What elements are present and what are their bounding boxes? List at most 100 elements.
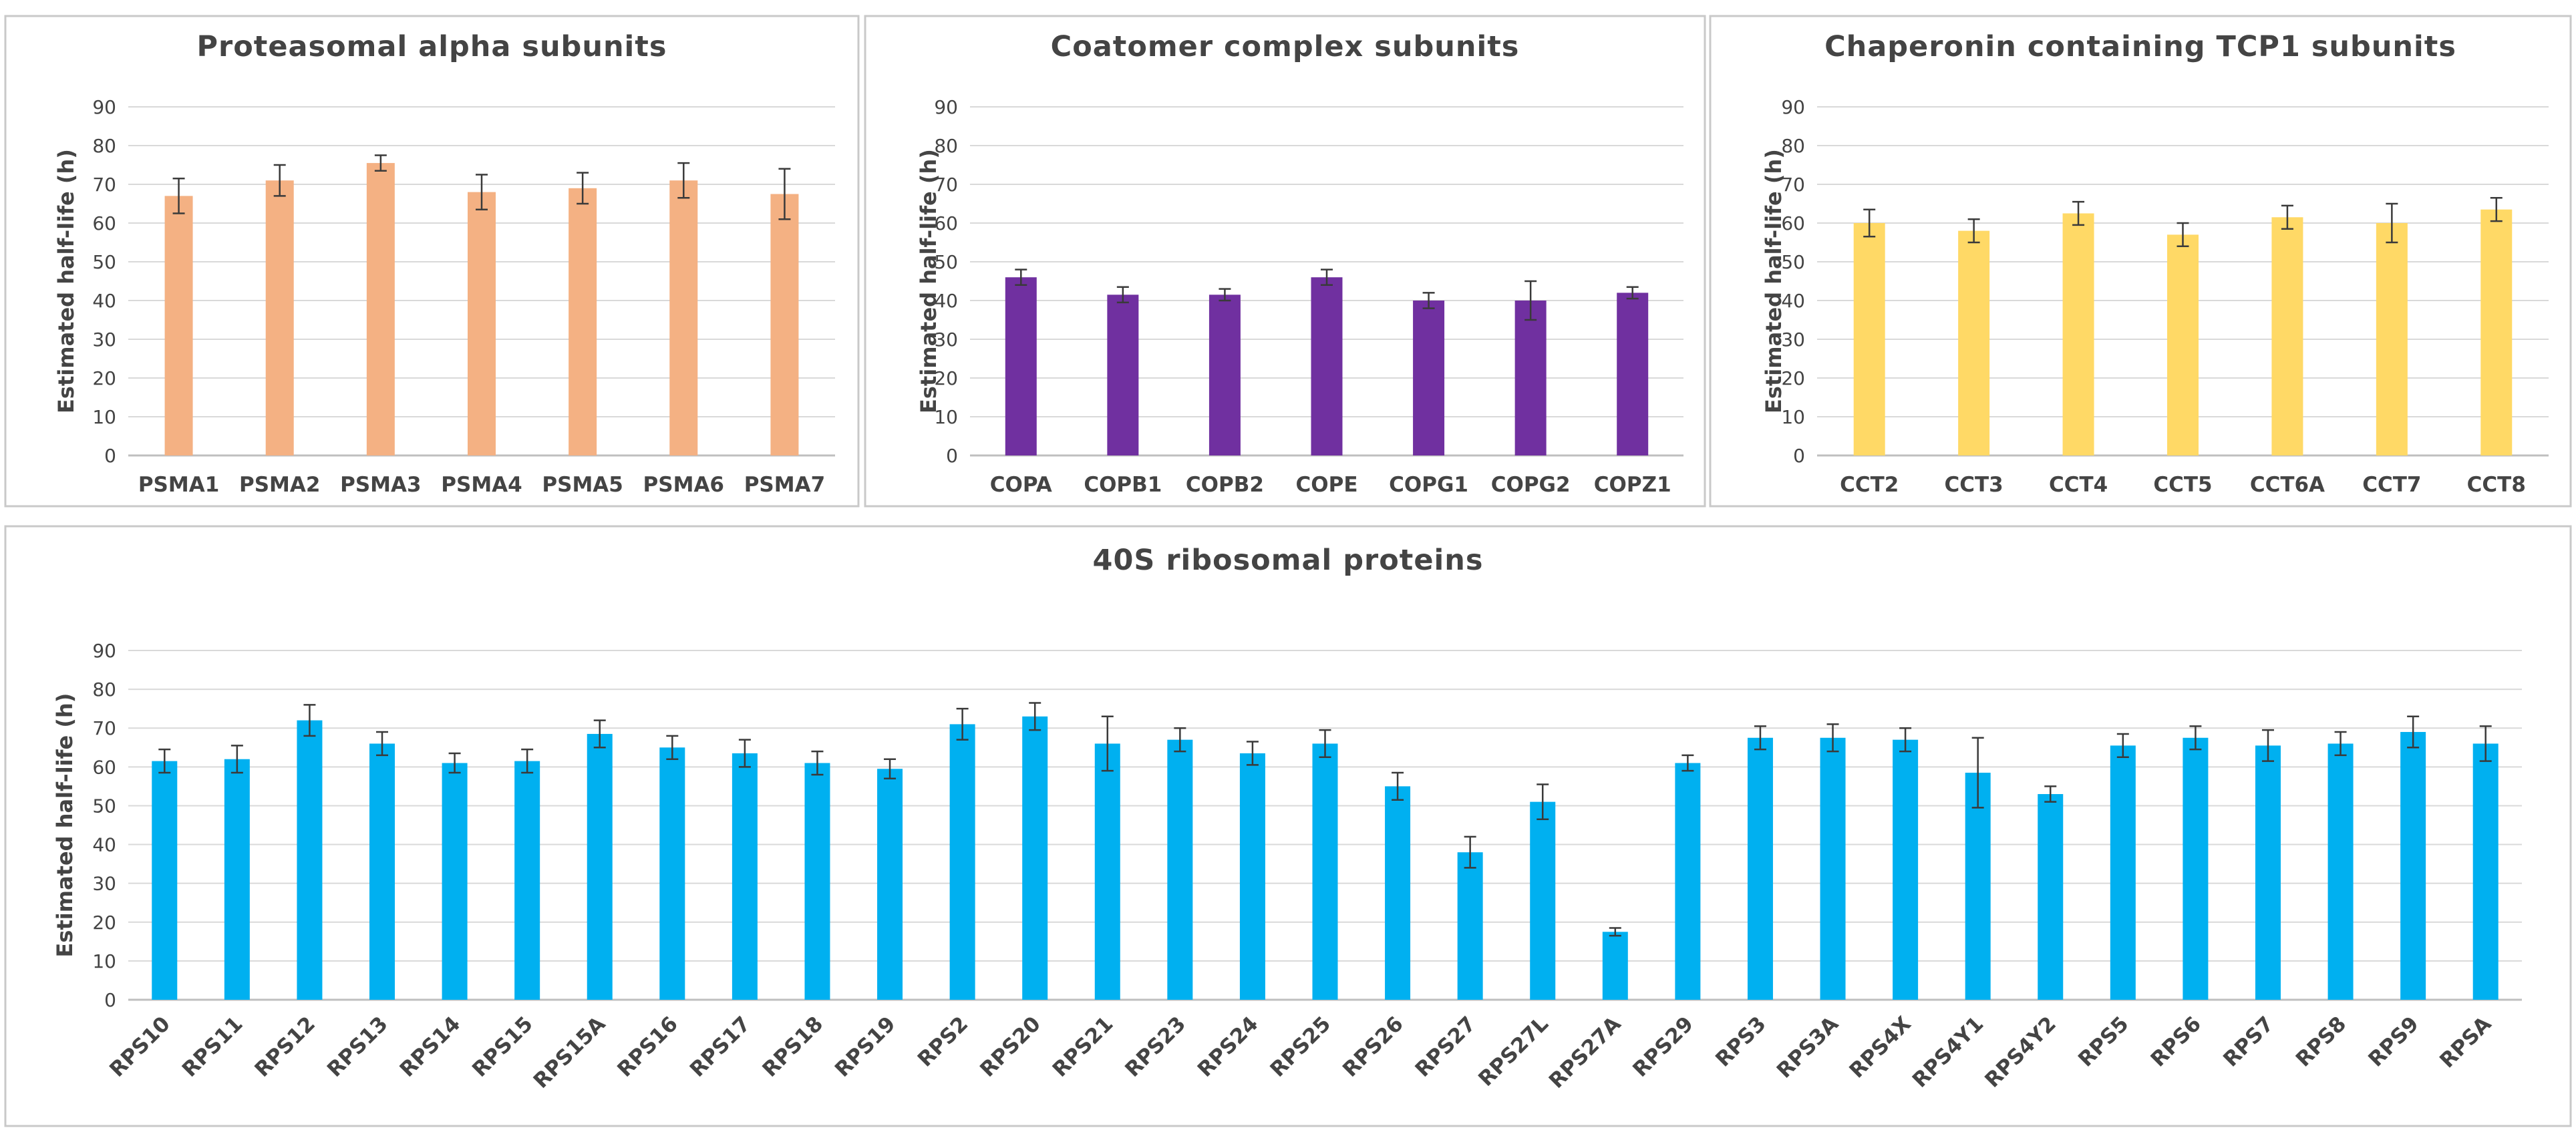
bar-cct6a — [2271, 217, 2303, 455]
x-tick-label: COPG2 — [1491, 473, 1571, 497]
bar-rps12 — [297, 720, 323, 1000]
y-axis-label: Estimated half-life (h) — [53, 149, 79, 413]
y-tick-label: 80 — [934, 135, 958, 157]
bar-rps4x — [1893, 739, 1919, 1000]
bar-rps27a — [1602, 932, 1628, 1000]
y-tick-label: 60 — [92, 756, 116, 778]
y-tick-label: 40 — [934, 290, 958, 312]
x-tick-label: PSMA7 — [744, 473, 825, 497]
bar-copb2 — [1209, 295, 1241, 455]
x-tick-label: PSMA3 — [340, 473, 421, 497]
chart-2: Coatomer complex subunits 0 10 20 30 40 50 60 70… — [864, 15, 1706, 508]
bar-rps3a — [1820, 737, 1846, 1000]
y-tick-label: 0 — [1793, 445, 1805, 467]
x-tick-label: COPB1 — [1084, 473, 1162, 497]
bar-rps15a — [587, 733, 613, 1000]
y-tick-label: 0 — [104, 445, 116, 467]
bar-psma5 — [569, 188, 597, 455]
bar-cct2 — [1853, 223, 1885, 455]
y-tick-label: 30 — [92, 329, 116, 351]
chart-3: Chaperonin containing TCP1 subunits 0 10 20… — [1709, 15, 2572, 508]
y-tick-label: 80 — [92, 135, 116, 157]
x-tick-label: PSMA6 — [643, 473, 724, 497]
bar-rps18 — [804, 763, 830, 1000]
bar-rps6 — [2183, 737, 2209, 1000]
y-tick-label: 40 — [1781, 290, 1805, 312]
x-tick-label: PSMA4 — [441, 473, 522, 497]
y-tick-label: 90 — [1781, 96, 1805, 118]
bar-cct5 — [2167, 234, 2199, 455]
y-tick-label: 30 — [934, 329, 958, 351]
bar-cct4 — [2062, 213, 2094, 455]
bar-cct3 — [1958, 230, 1990, 455]
y-tick-label: 0 — [946, 445, 958, 467]
y-tick-label: 60 — [934, 212, 958, 234]
chart-title: Proteasomal alpha subunits — [197, 30, 667, 63]
y-tick-label: 30 — [92, 873, 116, 895]
bar-rps7 — [2255, 745, 2281, 1000]
bar-rps27 — [1457, 852, 1483, 1000]
bar-rps9 — [2400, 732, 2426, 1000]
bar-copz1 — [1617, 293, 1649, 455]
y-tick-label: 50 — [934, 251, 958, 273]
chart-title: Chaperonin containing TCP1 subunits — [1824, 30, 2456, 63]
y-tick-label: 0 — [104, 989, 116, 1011]
bar-rps4y2 — [2038, 794, 2064, 1000]
bar-rps4y1 — [1965, 773, 1991, 1000]
bar-rps27l — [1530, 801, 1556, 1000]
y-tick-label: 90 — [92, 640, 116, 662]
bar-rps5 — [2110, 745, 2136, 1000]
bar-rps21 — [1094, 743, 1120, 1000]
chart-panel-border — [4, 525, 2572, 1127]
y-tick-label: 10 — [934, 406, 958, 428]
bar-psma4 — [468, 192, 496, 455]
bar-rps16 — [659, 747, 685, 1000]
bar-psma6 — [669, 180, 698, 455]
bar-rps17 — [732, 753, 758, 1000]
bar-cct7 — [2376, 223, 2408, 455]
bar-rps25 — [1312, 743, 1338, 1000]
y-tick-label: 40 — [92, 290, 116, 312]
x-tick-label: CCT6A — [2250, 473, 2325, 497]
bar-rpsa — [2472, 743, 2499, 1000]
bar-rps19 — [877, 769, 903, 1000]
bar-copg1 — [1413, 301, 1445, 455]
y-tick-label: 10 — [1781, 406, 1805, 428]
y-tick-label: 60 — [1781, 212, 1805, 234]
bar-rps13 — [369, 743, 395, 1000]
y-tick-label: 70 — [92, 174, 116, 196]
y-tick-label: 50 — [92, 795, 116, 817]
bar-copb1 — [1107, 295, 1139, 455]
y-tick-label: 30 — [1781, 329, 1805, 351]
x-tick-label: CCT5 — [2153, 473, 2212, 497]
y-tick-label: 50 — [92, 251, 116, 273]
bar-rps29 — [1675, 763, 1701, 1000]
bar-rps24 — [1239, 753, 1265, 1000]
y-axis-label: Estimated half-life (h) — [1761, 149, 1786, 413]
x-tick-label: PSMA2 — [239, 473, 320, 497]
y-axis-label: Estimated half-life (h) — [916, 149, 941, 413]
bar-copg2 — [1514, 301, 1547, 455]
bar-rps26 — [1385, 786, 1411, 1000]
y-tick-label: 20 — [92, 367, 116, 389]
y-tick-label: 50 — [1781, 251, 1805, 273]
x-tick-label: CCT4 — [2049, 473, 2108, 497]
y-tick-label: 20 — [1781, 367, 1805, 389]
y-tick-label: 70 — [934, 174, 958, 196]
y-tick-label: 90 — [934, 96, 958, 118]
bar-cct8 — [2480, 209, 2513, 455]
x-tick-label: COPA — [990, 473, 1052, 497]
x-tick-label: CCT7 — [2362, 473, 2421, 497]
bar-rps10 — [152, 761, 178, 1000]
bar-psma2 — [265, 180, 294, 455]
bar-rps20 — [1022, 716, 1048, 1000]
bar-rps23 — [1167, 739, 1193, 1000]
y-tick-label: 60 — [92, 212, 116, 234]
bar-cope — [1311, 277, 1343, 455]
bar-psma7 — [770, 194, 799, 455]
chart-title: 40S ribosomal proteins — [1093, 544, 1484, 577]
y-tick-label: 10 — [92, 406, 116, 428]
x-tick-label: PSMA1 — [138, 473, 219, 497]
y-tick-label: 80 — [92, 679, 116, 701]
